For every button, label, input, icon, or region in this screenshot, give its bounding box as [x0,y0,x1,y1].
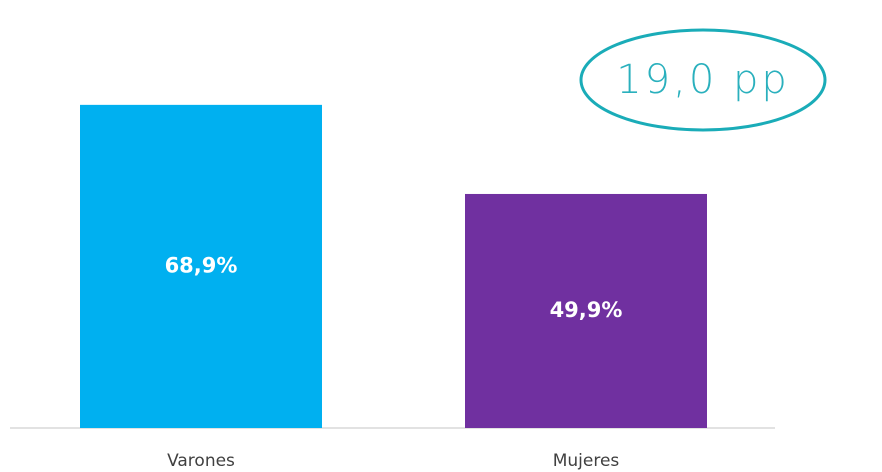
bar [465,193,707,428]
value-label: 49,9% [550,298,623,322]
value-label: 68,9% [165,253,238,277]
x-tick-label: Varones [167,451,235,471]
annotation-ellipse [579,28,827,132]
x-tick-label: Mujeres [553,451,620,471]
annotation: 19,0 pp [616,57,790,103]
bar [80,104,322,428]
